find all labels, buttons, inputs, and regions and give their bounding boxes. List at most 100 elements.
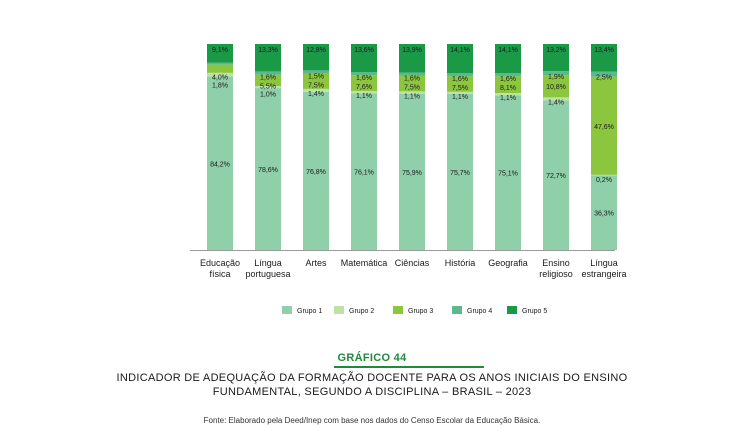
data-label-4-6: 1,6% xyxy=(452,76,468,83)
chart-title-line-2: FUNDAMENTAL, SEGUNDO A DISCIPLINA – BRAS… xyxy=(212,386,532,398)
legend-label-5: Grupo 5 xyxy=(522,308,547,315)
bar-segment-2-5 xyxy=(399,91,425,94)
data-label-2-5: 1,1% xyxy=(404,93,420,100)
legend-label-2: Grupo 2 xyxy=(349,308,374,315)
bar-segment-3-1 xyxy=(207,64,233,73)
bar-segment-5-1 xyxy=(207,44,233,63)
bar-segment-2-7 xyxy=(495,93,521,96)
bar-segment-1-7 xyxy=(495,95,521,250)
legend-label-1: Grupo 1 xyxy=(297,308,322,315)
data-label-3-4: 7,6% xyxy=(356,84,372,91)
data-label-1-5: 75,9% xyxy=(402,170,422,177)
bar-segment-5-8 xyxy=(543,44,569,72)
data-label-5-1: 9,1% xyxy=(212,47,228,54)
data-label-4-7: 1,6% xyxy=(500,76,516,83)
x-tick-label-5: Ciências xyxy=(395,258,430,268)
data-label-2-1: 1,8% xyxy=(212,83,228,90)
x-tick-label-8-line-2: religioso xyxy=(539,269,573,279)
legend-swatch-5 xyxy=(507,306,517,314)
data-label-2-3: 1,4% xyxy=(308,91,324,98)
data-label-5-2: 13,3% xyxy=(258,47,278,54)
bar-segment-1-3 xyxy=(303,91,329,251)
data-label-4-3: 1,5% xyxy=(308,73,324,80)
bar-segment-1-5 xyxy=(399,93,425,250)
bar-segment-5-7 xyxy=(495,44,521,74)
data-label-2-9: 0,2% xyxy=(596,177,612,184)
legend-swatch-1 xyxy=(282,306,292,314)
bar-segment-5-9 xyxy=(591,44,617,72)
figure-label: GRÁFICO 44 xyxy=(337,352,407,364)
bar-segment-3-9 xyxy=(591,76,617,175)
bar-segment-4-4 xyxy=(351,72,377,76)
legend-label-3: Grupo 3 xyxy=(408,308,433,315)
data-label-3-7: 8,1% xyxy=(500,85,516,92)
bar-segment-1-6 xyxy=(447,94,473,250)
data-label-4-2: 1,6% xyxy=(260,74,276,81)
bar-segment-3-6 xyxy=(447,76,473,92)
x-tick-label-2-line-1: Língua xyxy=(254,258,282,268)
bar-segment-5-3 xyxy=(303,44,329,71)
x-tick-label-8-line-1: Ensino xyxy=(542,258,570,268)
legend-label-4: Grupo 4 xyxy=(467,308,492,315)
data-label-5-7: 14,1% xyxy=(498,47,518,54)
data-label-5-9: 13,4% xyxy=(594,47,614,54)
bar-segment-1-1 xyxy=(207,76,233,250)
data-label-1-6: 75,7% xyxy=(450,170,470,177)
bar-segment-4-9 xyxy=(591,71,617,77)
bar-segment-3-8 xyxy=(543,75,569,98)
x-tick-label-2-line-2: portuguesa xyxy=(245,269,290,279)
x-tick-label-9-line-2: estrangeira xyxy=(581,269,626,279)
data-label-1-1: 84,2% xyxy=(210,161,230,168)
bar-segment-5-5 xyxy=(399,44,425,73)
source-note: Fonte: Elaborado pela Deed/Inep com base… xyxy=(203,416,541,425)
legend-swatch-2 xyxy=(334,306,344,314)
bar-segment-5-6 xyxy=(447,44,473,74)
legend-swatch-3 xyxy=(393,306,403,314)
x-tick-label-4: Matemática xyxy=(341,258,388,268)
legend-swatch-4 xyxy=(452,306,462,314)
bar-segment-3-4 xyxy=(351,75,377,91)
bar-segment-3-5 xyxy=(399,75,425,92)
bar-segment-2-3 xyxy=(303,88,329,92)
data-label-3-9: 47,6% xyxy=(594,124,614,131)
bar-segment-4-3 xyxy=(303,70,329,74)
bar-segment-3-3 xyxy=(303,73,329,89)
bar-segment-4-8 xyxy=(543,71,569,76)
figure-label-underline xyxy=(334,366,484,368)
data-label-1-2: 78,6% xyxy=(258,167,278,174)
data-label-5-5: 13,9% xyxy=(402,47,422,54)
data-label-3-2: 5,5% xyxy=(260,83,276,90)
bar-segment-2-4 xyxy=(351,90,377,94)
bar-segment-4-1 xyxy=(207,62,233,65)
x-tick-label-9-line-1: Língua xyxy=(590,258,618,268)
data-label-2-7: 1,1% xyxy=(500,95,516,102)
data-label-4-8: 1,9% xyxy=(548,74,564,81)
bar-segment-4-5 xyxy=(399,72,425,76)
bar-segment-4-6 xyxy=(447,73,473,77)
bar-segment-4-2 xyxy=(255,71,281,75)
bar-segment-5-4 xyxy=(351,44,377,73)
data-label-2-8: 1,4% xyxy=(548,99,564,106)
bar-segment-1-9 xyxy=(591,175,617,250)
data-label-1-8: 72,7% xyxy=(546,173,566,180)
data-label-1-3: 76,8% xyxy=(306,169,326,176)
bar-segment-3-7 xyxy=(495,76,521,94)
x-tick-label-7: Geografia xyxy=(488,258,528,268)
bar-segment-5-2 xyxy=(255,44,281,72)
bar-segment-2-6 xyxy=(447,91,473,95)
data-label-1-4: 76,1% xyxy=(354,170,374,177)
data-label-2-6: 1,1% xyxy=(452,94,468,101)
data-label-3-3: 7,5% xyxy=(308,82,324,89)
data-label-5-8: 13,2% xyxy=(546,47,566,54)
data-label-4-9: 2,5% xyxy=(596,75,612,82)
bar-segment-3-2 xyxy=(255,74,281,87)
data-label-3-1: 4,0% xyxy=(212,75,228,82)
x-tick-label-1-line-1: Educação xyxy=(200,258,240,268)
data-label-1-9: 36,3% xyxy=(594,211,614,218)
data-label-4-5: 1,6% xyxy=(404,76,420,83)
bar-segment-2-8 xyxy=(543,97,569,101)
data-label-5-3: 12,8% xyxy=(306,47,326,54)
data-label-3-8: 10,8% xyxy=(546,84,566,91)
bar-segment-1-2 xyxy=(255,88,281,250)
